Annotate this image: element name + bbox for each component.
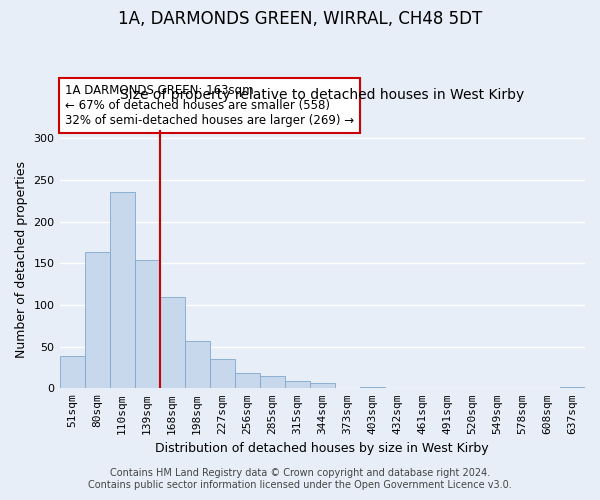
Bar <box>134 260 160 388</box>
Bar <box>209 359 235 388</box>
Bar <box>235 374 260 388</box>
Y-axis label: Number of detached properties: Number of detached properties <box>15 160 28 358</box>
Title: Size of property relative to detached houses in West Kirby: Size of property relative to detached ho… <box>120 88 524 102</box>
Text: 1A DARMONDS GREEN: 163sqm
← 67% of detached houses are smaller (558)
32% of semi: 1A DARMONDS GREEN: 163sqm ← 67% of detac… <box>65 84 354 128</box>
X-axis label: Distribution of detached houses by size in West Kirby: Distribution of detached houses by size … <box>155 442 489 455</box>
Text: Contains HM Land Registry data © Crown copyright and database right 2024.
Contai: Contains HM Land Registry data © Crown c… <box>88 468 512 490</box>
Bar <box>110 192 134 388</box>
Bar <box>285 381 310 388</box>
Bar <box>85 252 110 388</box>
Bar <box>185 341 209 388</box>
Text: 1A, DARMONDS GREEN, WIRRAL, CH48 5DT: 1A, DARMONDS GREEN, WIRRAL, CH48 5DT <box>118 10 482 28</box>
Bar <box>560 386 585 388</box>
Bar <box>160 296 185 388</box>
Bar <box>310 384 335 388</box>
Bar <box>260 376 285 388</box>
Bar <box>59 356 85 388</box>
